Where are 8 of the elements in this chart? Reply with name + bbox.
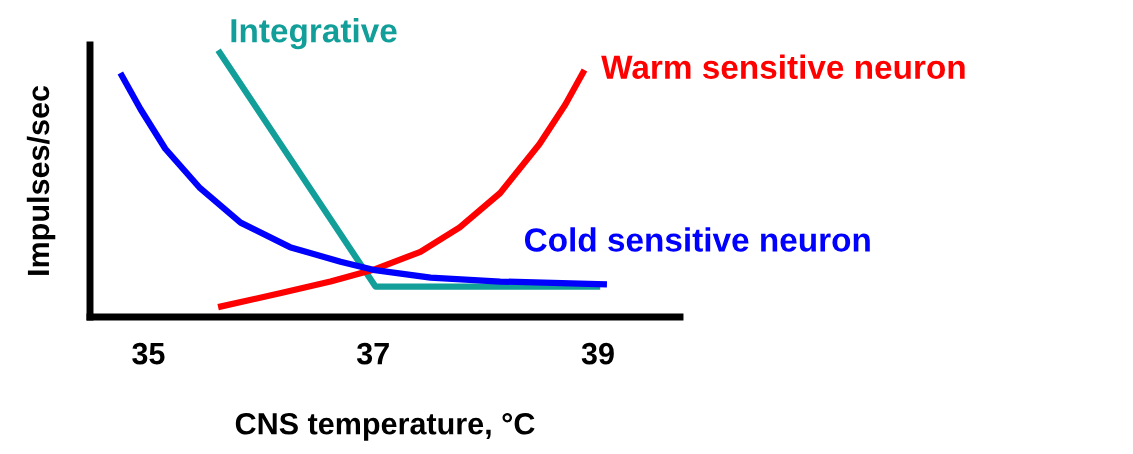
x-tick-label: 35 [132, 342, 165, 365]
x-axis-title: CNS temperature, °C [235, 412, 535, 441]
series-label: Integrative [231, 18, 397, 50]
y-axis-title: Impulses/sec [26, 85, 56, 275]
series-label: Warm sensitive neuron [601, 54, 965, 80]
x-tick-label: 39 [581, 342, 614, 365]
series-label: Cold sensitive neuron [524, 227, 870, 252]
x-tick-label: 37 [356, 342, 389, 365]
